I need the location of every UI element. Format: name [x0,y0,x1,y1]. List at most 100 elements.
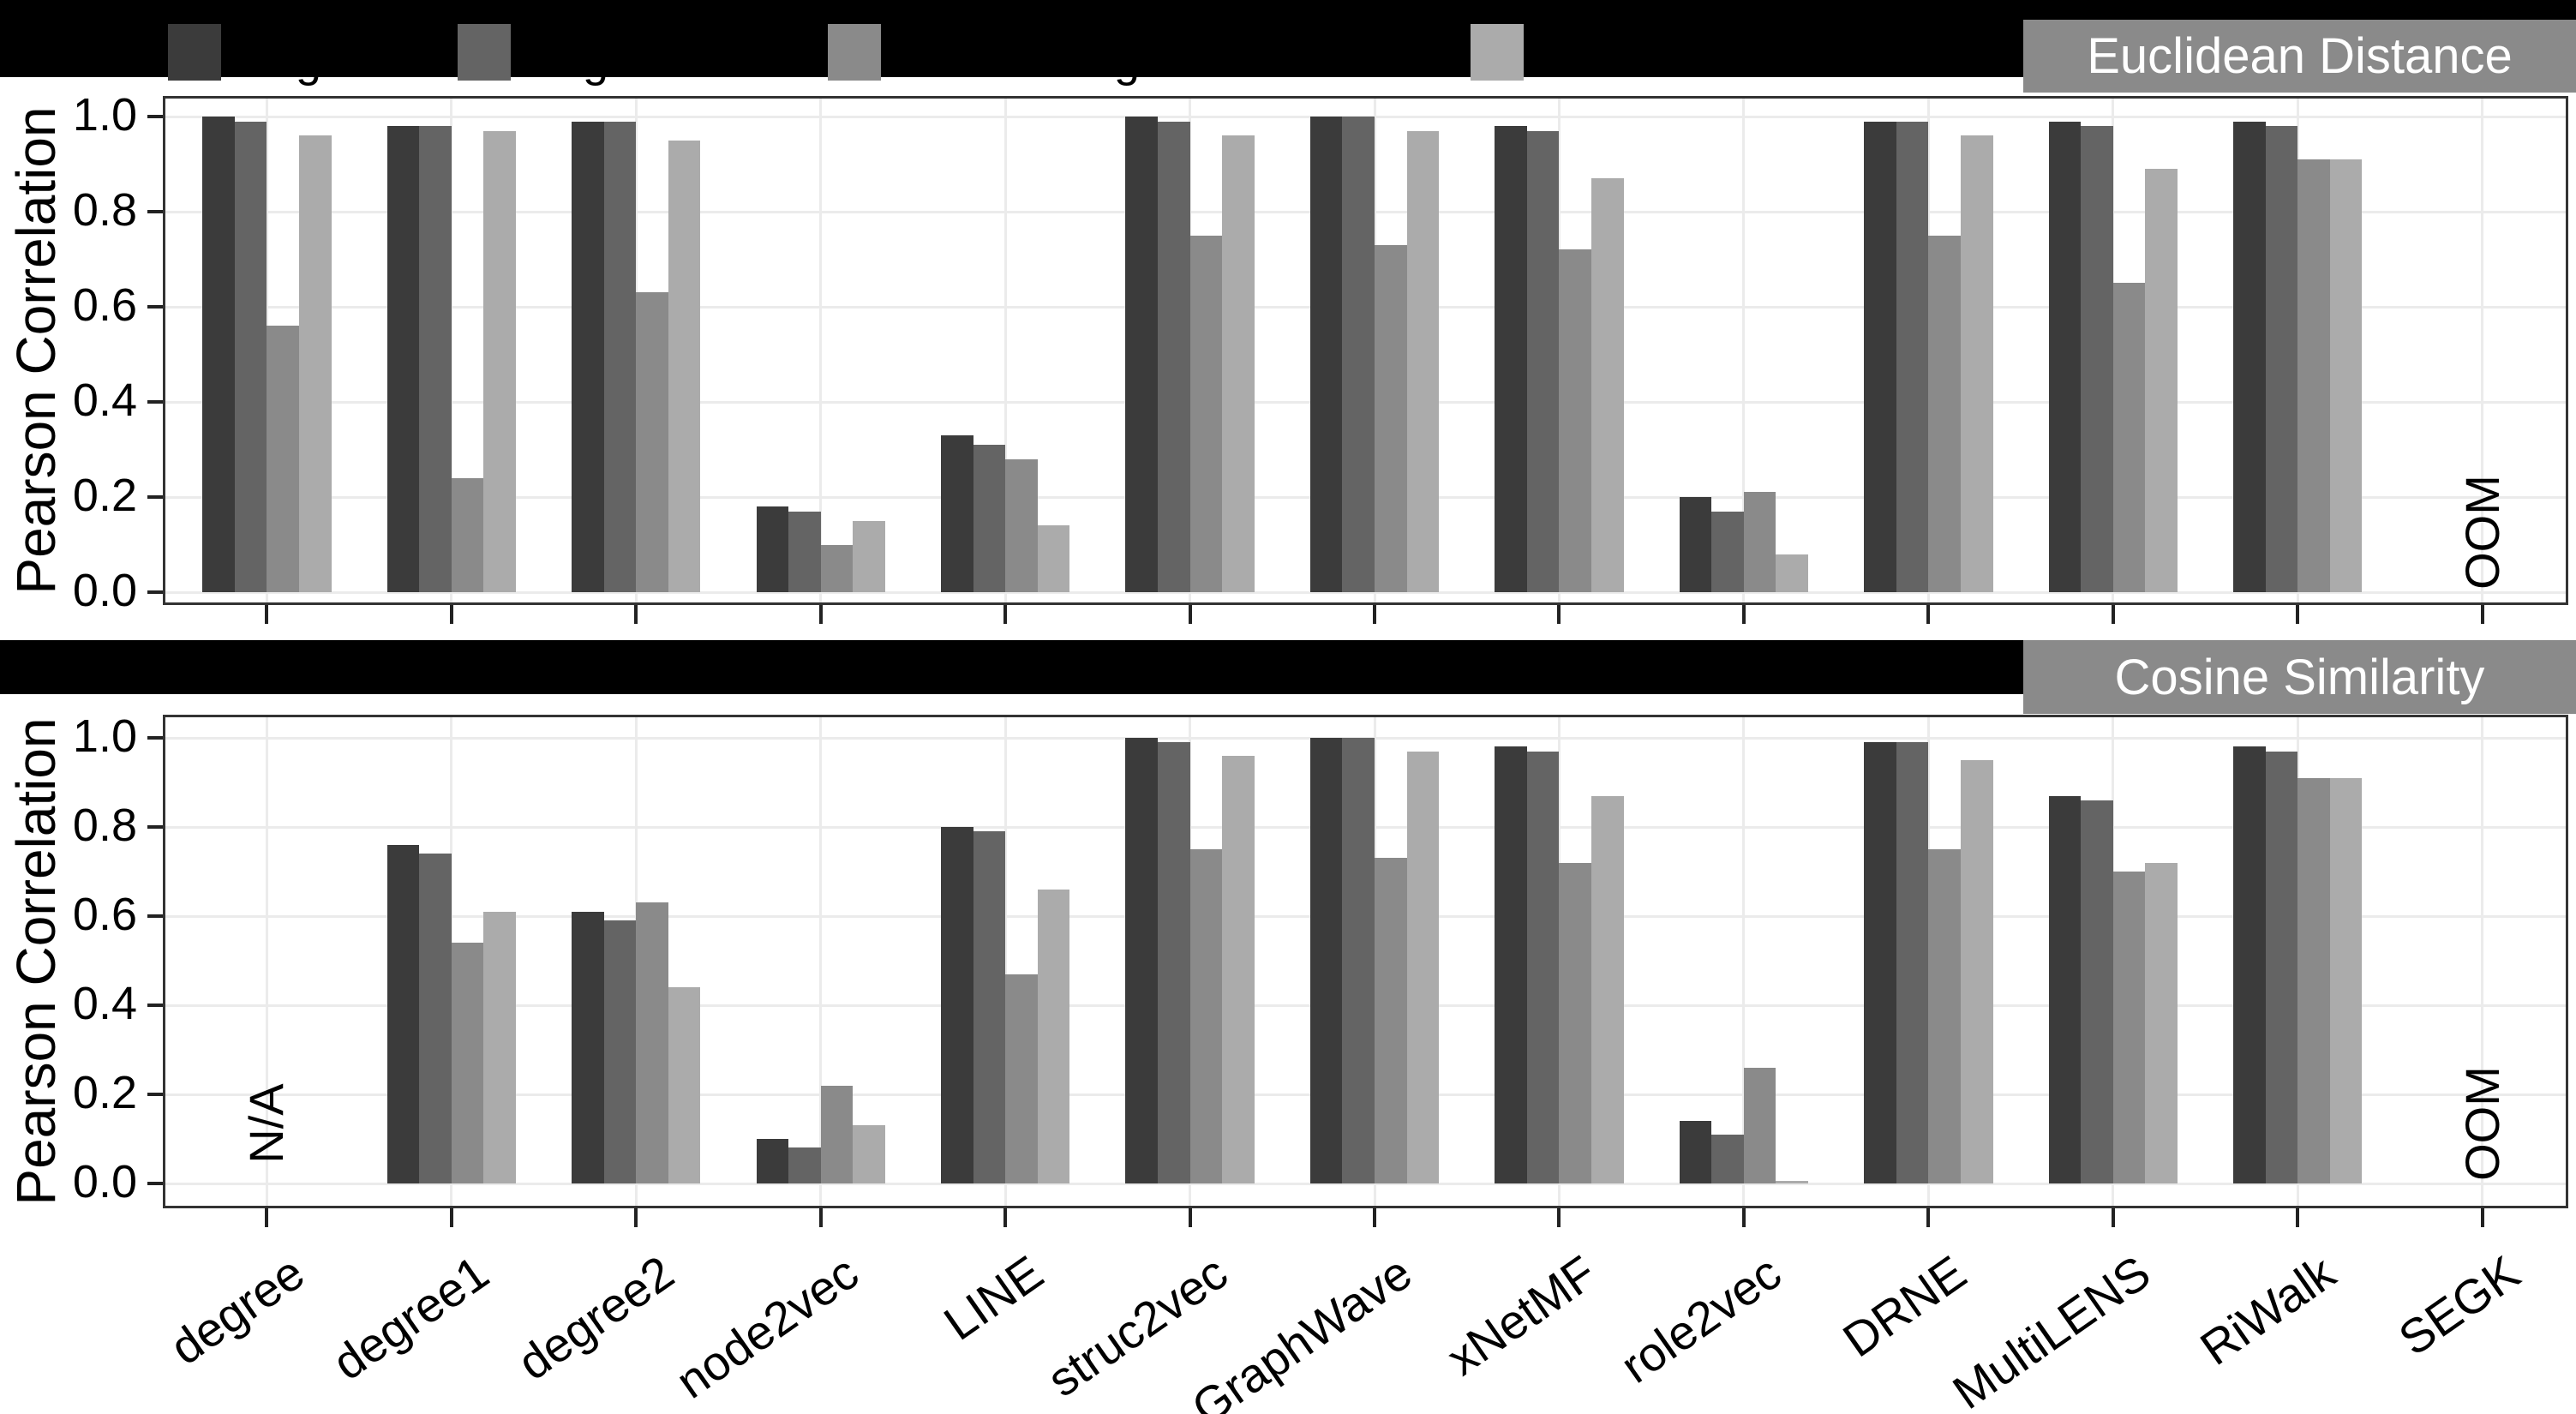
bar [1960,135,1993,592]
x-tick-label: degree2 [507,1244,683,1391]
bar [1037,525,1070,592]
x-tick-label: DRNE [1832,1244,1976,1368]
y-tick-label: 1.0 [72,710,137,762]
gridline-v [1003,99,1007,602]
bar [1591,178,1624,592]
y-tick-label: 0.4 [72,978,137,1029]
bar [1526,130,1560,592]
x-tick-mark [2480,1208,2484,1227]
plot-panel [163,715,2568,1208]
x-tick-label: LINE [933,1244,1052,1351]
bar [483,130,517,592]
x-tick-label: RiWalk [2190,1244,2345,1375]
gridline-v [1742,99,1746,602]
bar [1896,121,1929,592]
bar [636,902,668,1183]
bar [1125,738,1158,1183]
x-tick-mark [1188,605,1192,624]
gridline-v [819,99,823,602]
y-tick-mark [147,115,163,118]
bar [2048,795,2082,1183]
bar [820,1085,854,1183]
x-tick-mark [1741,605,1746,624]
gridline-v [1003,717,1007,1206]
y-axis-title: Pearson Correlation [5,717,67,1206]
bar [1776,554,1809,592]
x-tick-mark [1373,1208,1376,1227]
bar [1189,849,1223,1183]
y-tick-mark [147,736,163,740]
bar [1776,1181,1809,1183]
y-tick-label: 0.2 [72,1067,137,1118]
bar [451,477,484,592]
bar [853,520,885,592]
bar [1342,738,1375,1183]
plot-panel [163,96,2568,605]
facet-strip: Cosine Similarity [2023,640,2576,714]
x-tick-mark [2111,605,2115,624]
bar [419,854,452,1183]
bar [1222,135,1255,592]
gridline-v [265,717,268,1206]
bar [572,911,604,1183]
bar [603,920,637,1183]
bar [788,1147,821,1183]
bar [2297,159,2330,592]
bar [940,434,973,592]
x-tick-mark [818,605,823,624]
bar [386,126,420,592]
bar [2112,283,2146,592]
x-tick-mark [1926,1208,1931,1227]
x-tick-mark [1557,605,1561,624]
bar [1495,746,1527,1183]
bar [234,121,267,592]
bar [1711,511,1744,592]
legend-label-descender: g [583,35,609,87]
x-tick-mark [449,1208,453,1227]
bar [1005,458,1038,592]
bar [1309,117,1343,592]
x-tick-mark [1003,605,1008,624]
bar [451,943,484,1183]
bar [820,544,854,592]
bar [788,511,821,592]
x-tick-mark [2480,605,2484,624]
x-tick-label: degree [160,1244,315,1375]
bar [1005,974,1038,1183]
y-tick-mark [147,1093,163,1096]
bar [386,844,420,1183]
redaction-bar-middle [0,640,2023,694]
bar [1679,497,1712,592]
bar [1864,742,1896,1183]
bar [1928,235,1961,592]
y-tick-mark [147,914,163,918]
bar [1309,738,1343,1183]
gridline-v [819,717,823,1206]
bar [1125,117,1158,592]
bar [853,1125,885,1183]
y-tick-label: 0.6 [72,889,137,940]
facet-strip: Euclidean Distance [2023,20,2576,93]
y-tick-label: 0.2 [72,470,137,521]
bar [299,135,332,592]
y-tick-label: 1.0 [72,89,137,141]
x-tick-mark [818,1208,823,1227]
x-tick-mark [265,1208,269,1227]
legend-label-descender: g [1114,35,1141,87]
x-tick-mark [1003,1208,1008,1227]
bar [2081,126,2113,592]
x-tick-label: SEGK [2388,1244,2530,1366]
x-tick-label: role2vec [1611,1244,1791,1393]
x-tick-mark [634,605,638,624]
bar [1157,121,1190,592]
bar [2265,751,2298,1183]
bar [2232,121,2266,592]
bar [1342,117,1375,592]
bar [1591,795,1624,1183]
x-tick-label: degree1 [323,1244,499,1391]
x-tick-label: xNetMF [1437,1244,1607,1386]
y-tick-mark [147,495,163,499]
bar [973,831,1006,1183]
y-tick-label: 0.6 [72,279,137,331]
y-tick-mark [147,1004,163,1007]
